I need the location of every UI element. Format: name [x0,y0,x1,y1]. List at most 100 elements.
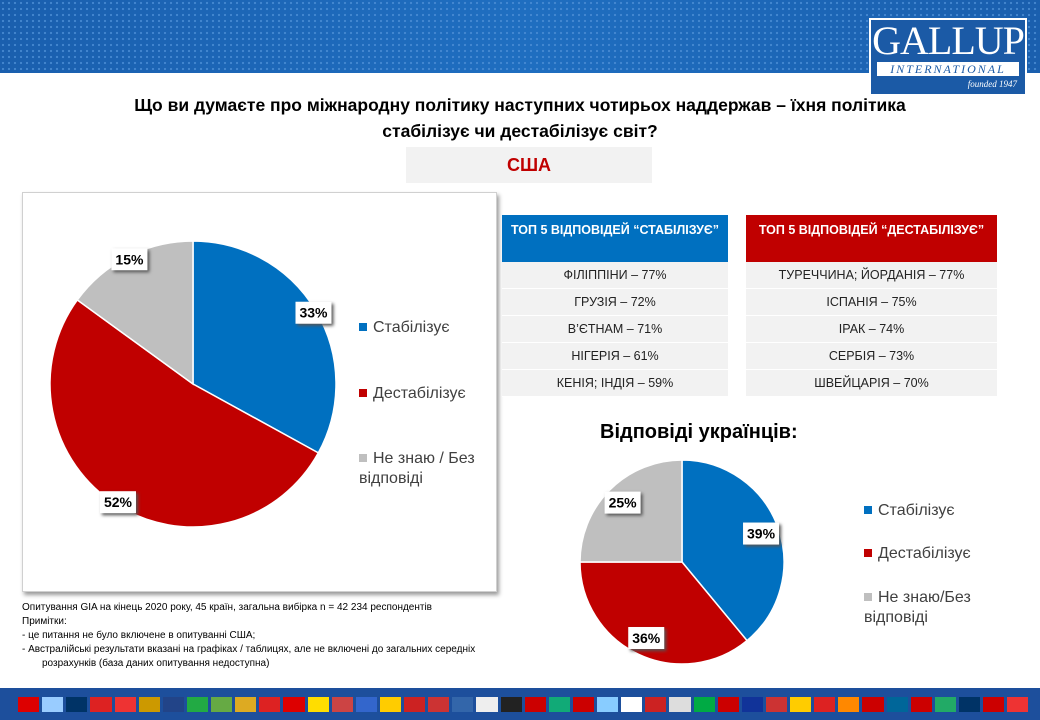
data-label-text: 39% [747,526,776,542]
table-row: СЕРБІЯ – 73% [746,343,997,370]
logo-main: GALLUP [872,18,1025,63]
country-flag [886,697,908,712]
country-flag [452,697,474,712]
data-label-box [99,491,136,514]
legend-item-stabilizes: Стабілізує [359,318,450,338]
data-label-box [628,627,665,650]
country-flag [693,697,715,712]
data-label-text: 25% [609,495,638,511]
gallup-logo: GALLUP INTERNATIONAL founded 1947 [869,18,1027,96]
data-label: 39% [743,522,780,545]
table-row: ТУРЕЧЧИНА; ЙОРДАНІЯ – 77% [746,262,997,289]
legend-swatch [864,593,872,601]
country-flag [934,697,956,712]
notes-line: Опитування GIA на кінець 2020 року, 45 к… [22,602,432,613]
country-flag [186,697,208,712]
header-banner [0,0,1040,73]
country-flag [66,697,88,712]
country-flag [18,697,40,712]
legend-swatch [359,323,367,331]
legend-label: Стабілізує [373,319,450,336]
legend-swatch [864,506,872,514]
legend-swatch [359,454,367,462]
ukraine-pie-chart: 39% 36% 25% [579,459,785,665]
legend-label: Стабілізує [878,502,955,519]
ukraine-chart-title: Відповіді українців: [600,421,798,443]
table-row: ІСПАНІЯ – 75% [746,289,997,316]
page-title: Що ви думаєте про міжнародну політику на… [134,95,906,141]
logo-founded: founded 1947 [967,79,1017,89]
data-label: 36% [628,627,665,650]
country-flag [355,697,377,712]
legend-label: Дестабілізує [878,545,971,562]
data-label-text: 36% [632,630,661,646]
country-flag [235,697,257,712]
table-row: ФІЛІППІНИ – 77% [502,262,728,289]
data-label-box [111,248,148,271]
legend-item-stabilizes: Стабілізує [864,501,955,521]
legend-item-destabilizes: Дестабілізує [864,544,971,564]
legend-swatch [864,549,872,557]
country-flag [838,697,860,712]
data-label-text: 33% [299,305,328,321]
country-flag [259,697,281,712]
country-flag [307,697,329,712]
country-label: США [406,147,652,183]
table-row: ГРУЗІЯ – 72% [502,289,728,316]
country-flag [211,697,233,712]
country-flag [114,697,136,712]
country-flag [765,697,787,712]
data-label: 52% [99,491,136,514]
country-flag [717,697,739,712]
country-flag [645,697,667,712]
country-flag [428,697,450,712]
legend-swatch [359,389,367,397]
notes-item: - Австралійські результати вказані на гр… [22,644,476,669]
country-flag [621,697,643,712]
country-flag [862,697,884,712]
main-pie-chart: 33% 52% 15% [49,240,337,528]
data-label: 15% [111,248,148,271]
country-flag [1007,697,1029,712]
table-header: ТОП 5 ВІДПОВІДЕЙ “СТАБІЛІЗУЄ” [502,215,728,262]
legend-label: Не знаю / Без відповіді [359,450,475,487]
country-flag [548,697,570,712]
legend-item-destabilizes: Дестабілізує [359,384,466,404]
data-label-text: 52% [104,494,133,510]
country-flag [983,697,1005,712]
country-flag [669,697,691,712]
country-flag [958,697,980,712]
country-flag [741,697,763,712]
data-label-box [743,522,780,545]
slice-destabilizes [579,561,749,665]
country-flag [379,697,401,712]
table-row: КЕНІЯ; ІНДІЯ – 59% [502,370,728,397]
data-label: 25% [604,491,641,514]
logo-sub: INTERNATIONAL [877,62,1019,76]
top5-stabilizes-table: ТОП 5 ВІДПОВІДЕЙ “СТАБІЛІЗУЄ” ФІЛІППІНИ … [502,215,728,397]
country-flag [572,697,594,712]
legend-label: Дестабілізує [373,385,466,402]
table-header: ТОП 5 ВІДПОВІДЕЙ “ДЕСТАБІЛІЗУЄ” [746,215,997,262]
table-row: ШВЕЙЦАРІЯ – 70% [746,370,997,397]
main-chart-box: 33% 52% 15% Стабілізує Дестабілізує Не зна… [22,192,497,592]
country-flag [524,697,546,712]
survey-notes: Опитування GIA на кінець 2020 року, 45 к… [22,601,502,671]
country-flag [42,697,64,712]
country-flag [90,697,112,712]
country-flags-strip [0,688,1040,720]
table-row: ІРАК – 74% [746,316,997,343]
legend-item-dont-know: Не знаю / Без відповіді [359,449,489,489]
notes-heading: Примітки: [22,616,67,627]
legend-label: Не знаю/Без відповіді [864,589,971,626]
country-flag [597,697,619,712]
country-flag [331,697,353,712]
data-label-box [604,491,641,514]
table-row: В’ЄТНАМ – 71% [502,316,728,343]
top5-destabilizes-table: ТОП 5 ВІДПОВІДЕЙ “ДЕСТАБІЛІЗУЄ” ТУРЕЧЧИН… [746,215,997,397]
country-flag [283,697,305,712]
notes-item: - це питання не було включене в опитуван… [22,630,256,641]
country-flag [500,697,522,712]
table-row: НІГЕРІЯ – 61% [502,343,728,370]
country-flag [910,697,932,712]
